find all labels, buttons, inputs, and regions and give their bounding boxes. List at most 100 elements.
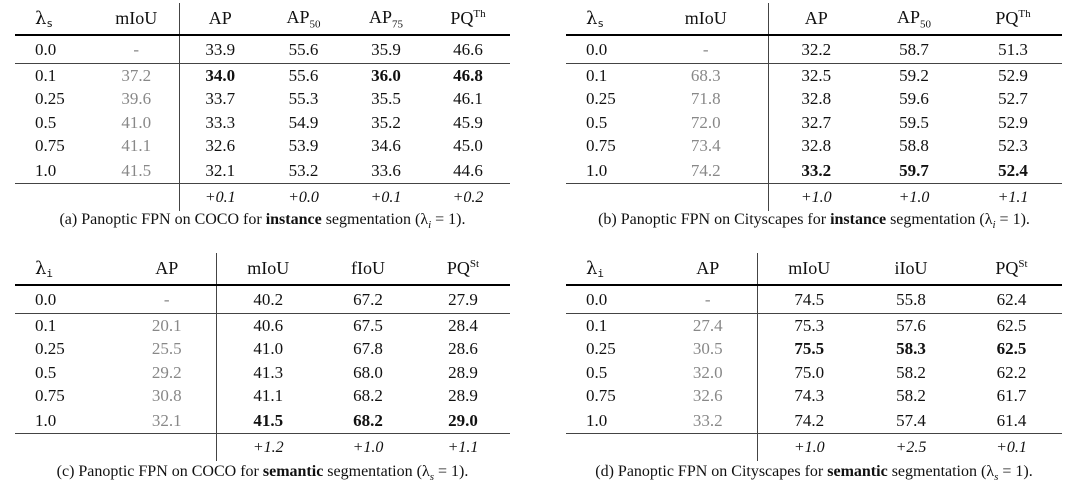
- table-row: 0.0 - 74.5 55.8 62.4: [566, 285, 1062, 314]
- table-row: 0.5 72.0 32.7 59.5 52.9: [566, 111, 1062, 135]
- cell: 75.5: [794, 339, 825, 359]
- cell: 58.3: [896, 339, 926, 359]
- cell: 28.6: [448, 339, 478, 359]
- header-miou: mIoU: [94, 3, 180, 36]
- table-d: λi AP mIoU iIoU PQSt 0.0 - 74.5 55.8 62.…: [566, 253, 1062, 461]
- cell: 29.0: [416, 408, 510, 434]
- lambda-header: λs: [566, 3, 644, 36]
- cell: 33.7: [205, 89, 236, 109]
- table-row: 0.5 29.2 41.3 68.0 28.9: [15, 361, 510, 385]
- cell: 68.3: [644, 63, 769, 88]
- cell: +0.1: [204, 188, 236, 206]
- header-pq-st: PQSt: [416, 253, 510, 286]
- caption-a: (a) Panoptic FPN on COCO for instance se…: [59, 211, 466, 232]
- cell: 30.5: [659, 337, 758, 361]
- cell: -: [118, 285, 217, 314]
- cell: 0.75: [586, 136, 616, 156]
- cell: 34.6: [371, 136, 401, 156]
- cell: 54.9: [288, 112, 319, 132]
- cell: -: [94, 35, 180, 64]
- table-row: 0.5 32.0 75.0 58.2 62.2: [566, 361, 1062, 385]
- cell: 52.9: [998, 112, 1028, 132]
- cell: 41.0: [253, 339, 284, 359]
- cell: 20.1: [118, 313, 217, 338]
- table-b: λs mIoU AP AP50 PQTh 0.0 - 32.2 58.7 51.…: [566, 3, 1062, 211]
- cell: [15, 434, 118, 462]
- cell: 35.9: [346, 35, 426, 64]
- cell: 53.2: [261, 158, 346, 184]
- table-row: 0.75 41.1 32.6 53.9 34.6 45.0: [15, 134, 510, 158]
- cell: 33.2: [768, 158, 864, 184]
- cell: 0.5: [586, 362, 608, 382]
- cell: 75.3: [794, 315, 825, 335]
- cell: [644, 183, 769, 211]
- cell: +1.0: [793, 438, 825, 456]
- table-row: 0.5 41.0 33.3 54.9 35.2 45.9: [15, 111, 510, 135]
- cell: 55.3: [288, 89, 319, 109]
- cell: 40.2: [216, 285, 320, 314]
- header-pq-th: PQTh: [964, 3, 1062, 36]
- cell: 74.5: [757, 285, 861, 314]
- cell: 61.7: [996, 386, 1027, 406]
- cell: +0.1: [996, 438, 1027, 456]
- cell: 75.0: [794, 362, 825, 382]
- cell: 1.0: [566, 408, 659, 434]
- cell: 55.8: [861, 285, 961, 314]
- table-row: 0.25 30.5 75.5 58.3 62.5: [566, 337, 1062, 361]
- cell: +1.2: [252, 438, 284, 456]
- cell: 0.75: [586, 386, 616, 406]
- cell: 0.0: [15, 285, 118, 314]
- cell: 32.8: [801, 89, 832, 109]
- cell: 32.1: [118, 408, 217, 434]
- cell: 44.6: [426, 158, 510, 184]
- cell: 45.0: [453, 136, 483, 156]
- cell: 35.2: [371, 112, 401, 132]
- cell: 28.9: [448, 362, 478, 382]
- cell: 41.1: [253, 386, 284, 406]
- cell: -: [659, 285, 758, 314]
- caption-c: (c) Panoptic FPN on COCO for semantic se…: [56, 463, 469, 484]
- cell: 68.0: [353, 362, 383, 382]
- cell: 46.6: [426, 35, 510, 64]
- cell: +1.0: [352, 438, 384, 456]
- header-ap: AP: [118, 253, 217, 286]
- cell: 30.8: [118, 384, 217, 408]
- cell: 28.4: [448, 315, 478, 335]
- cell: 35.5: [371, 89, 401, 109]
- header-pq-st: PQSt: [961, 253, 1062, 286]
- header-ap50: AP50: [864, 3, 964, 36]
- caption-b: (b) Panoptic FPN on Cityscapes for insta…: [598, 211, 1030, 232]
- cell: 73.4: [644, 134, 769, 158]
- header-pq-th: PQTh: [426, 3, 510, 36]
- cell: 67.2: [320, 285, 416, 314]
- table-a: λs mIoU AP AP50 AP75 PQTh 0.0 - 33.9 55.…: [15, 3, 510, 211]
- cell: 41.1: [94, 134, 180, 158]
- diff-row: +1.0 +2.5 +0.1: [566, 433, 1062, 461]
- table-row: 0.1 37.2 34.0 55.6 36.0 46.8: [15, 63, 510, 88]
- cell: 62.4: [961, 285, 1062, 314]
- diff-row: +1.2 +1.0 +1.1: [15, 433, 510, 462]
- cell: 40.6: [253, 315, 284, 335]
- cell: +1.1: [997, 188, 1029, 206]
- lambda-header: λi: [15, 253, 118, 286]
- cell: 0.0: [566, 35, 644, 64]
- cell: 62.2: [996, 362, 1027, 382]
- cell: +1.0: [898, 188, 930, 206]
- table-row: 1.0 41.5 32.1 53.2 33.6 44.6: [15, 158, 510, 184]
- cell: 71.8: [644, 87, 769, 111]
- cell: 58.2: [896, 362, 926, 382]
- cell: 67.8: [353, 339, 383, 359]
- cell: 0.75: [35, 386, 65, 406]
- table-row: 0.75 32.6 74.3 58.2 61.7: [566, 384, 1062, 408]
- cell: 58.2: [896, 386, 926, 406]
- cell: 0.25: [35, 89, 65, 109]
- cell: 55.6: [288, 65, 319, 85]
- table-row: 0.75 73.4 32.8 58.8 52.3: [566, 134, 1062, 158]
- cell: 0.1: [35, 315, 57, 335]
- cell: 0.1: [586, 315, 608, 335]
- cell: 33.2: [659, 408, 758, 434]
- cell: 32.8: [801, 136, 832, 156]
- cell: 74.2: [757, 408, 861, 434]
- cell: 46.8: [453, 65, 483, 85]
- table-row: 1.0 33.2 74.2 57.4 61.4: [566, 408, 1062, 434]
